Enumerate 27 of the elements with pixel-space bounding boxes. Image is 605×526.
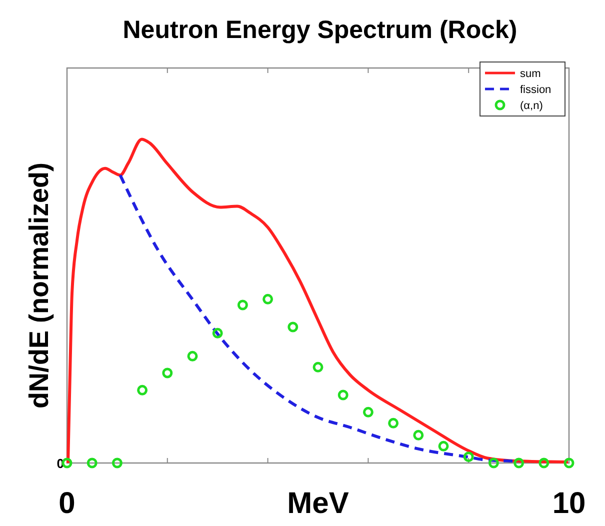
point xyxy=(388,418,399,428)
y-axis-title: dN/dE (normalized) xyxy=(24,162,54,409)
point xyxy=(338,390,348,400)
legend-label: (α,n) xyxy=(520,100,543,112)
point xyxy=(112,458,122,468)
legend-label: sum xyxy=(520,68,541,80)
point xyxy=(463,452,474,462)
legend-label: fission xyxy=(520,84,552,96)
point xyxy=(262,294,274,304)
point xyxy=(86,458,98,468)
point xyxy=(288,322,298,332)
point xyxy=(538,458,550,468)
point xyxy=(362,406,374,418)
point xyxy=(488,458,499,468)
point xyxy=(312,362,324,372)
point xyxy=(187,350,198,362)
point xyxy=(514,458,524,468)
point xyxy=(413,430,424,440)
point xyxy=(137,384,148,396)
point xyxy=(212,328,223,338)
x-axis-title: MeV xyxy=(287,487,349,520)
point xyxy=(162,368,173,378)
x-tick-label: 10 xyxy=(552,487,586,520)
point xyxy=(237,300,248,310)
point xyxy=(564,458,574,468)
chart-title: Neutron Energy Spectrum (Rock) xyxy=(122,16,518,44)
point xyxy=(438,440,449,452)
